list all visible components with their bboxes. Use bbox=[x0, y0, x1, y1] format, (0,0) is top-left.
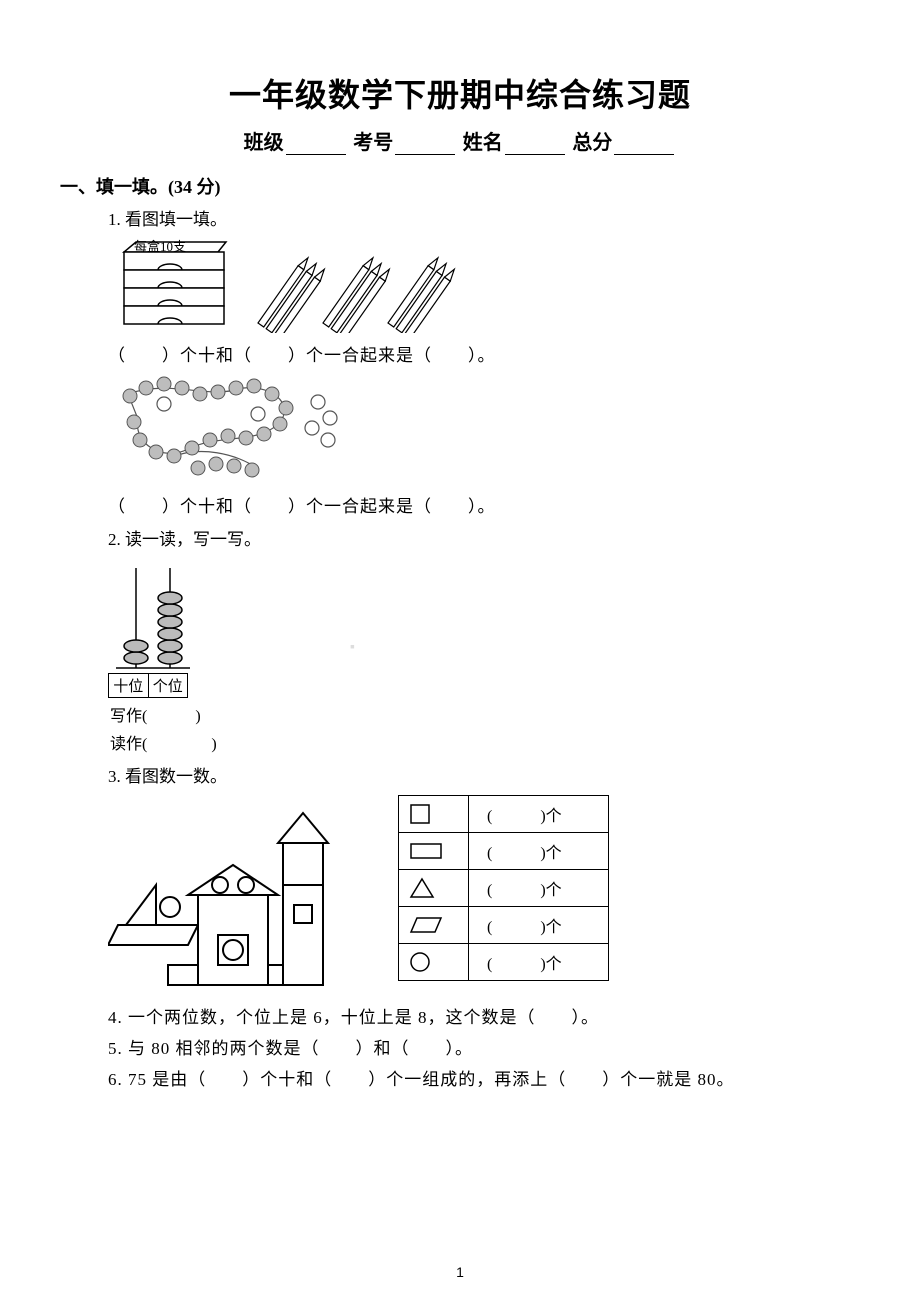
tens-label: 十位 bbox=[109, 674, 149, 697]
q1-figure-b bbox=[108, 374, 860, 484]
abacus-labels: 十位 个位 bbox=[108, 673, 188, 698]
info-line: 班级 考号 姓名 总分 bbox=[60, 126, 860, 155]
table-row: ( )个 bbox=[399, 833, 609, 870]
class-label: 班级 bbox=[244, 132, 284, 154]
boxes-pencils-icon: 每盒10支 bbox=[108, 238, 468, 333]
parallelogram-count: ( )个 bbox=[469, 907, 609, 944]
box-text: 每盒10支 bbox=[134, 239, 186, 254]
name-blank bbox=[505, 137, 565, 155]
page-number: 1 bbox=[0, 1264, 920, 1280]
q3-label: 3. 看图数一数。 bbox=[108, 762, 860, 787]
table-row: ( )个 bbox=[399, 907, 609, 944]
circle-count: ( )个 bbox=[469, 944, 609, 981]
circle-icon bbox=[399, 944, 469, 981]
table-row: ( )个 bbox=[399, 944, 609, 981]
q2-label: 2. 读一读，写一写。 bbox=[108, 525, 860, 550]
q2-figure: 十位 个位 写作( ) 读作( ) bbox=[108, 558, 860, 754]
page: 一年级数学下册期中综合练习题 班级 考号 姓名 总分 一、填一填。(34 分) … bbox=[0, 0, 920, 1302]
q5-text: 5. 与 80 相邻的两个数是（ ）和（ ）。 bbox=[108, 1034, 860, 1059]
name-label: 姓名 bbox=[463, 132, 503, 154]
q1-figure-a: 每盒10支 bbox=[108, 238, 860, 333]
abacus-icon bbox=[108, 558, 198, 673]
parallelogram-icon bbox=[399, 907, 469, 944]
write-label: 写作( ) bbox=[110, 702, 217, 726]
q1-fill-a: （ ）个十和（ ）个一合起来是（ ）。 bbox=[108, 341, 860, 366]
page-title: 一年级数学下册期中综合练习题 bbox=[60, 70, 860, 116]
q1-label: 1. 看图填一填。 bbox=[108, 205, 860, 230]
ones-label: 个位 bbox=[149, 674, 188, 697]
class-blank bbox=[286, 137, 346, 155]
q6-text: 6. 75 是由（ ）个十和（ ）个一组成的，再添上（ ）个一就是 80。 bbox=[108, 1065, 860, 1090]
q4-text: 4. 一个两位数，个位上是 6，十位上是 8，这个数是（ ）。 bbox=[108, 1003, 860, 1028]
shape-count-table: ( )个 ( )个 ( )个 ( )个 ( )个 bbox=[398, 795, 609, 981]
watermark-icon: ▪ bbox=[350, 640, 355, 656]
rect-count: ( )个 bbox=[469, 833, 609, 870]
shape-house-icon bbox=[108, 795, 368, 995]
table-row: ( )个 bbox=[399, 796, 609, 833]
beads-icon bbox=[108, 374, 368, 484]
rect-icon bbox=[399, 833, 469, 870]
triangle-icon bbox=[399, 870, 469, 907]
triangle-count: ( )个 bbox=[469, 870, 609, 907]
q3-figure: ( )个 ( )个 ( )个 ( )个 ( )个 bbox=[108, 795, 860, 995]
examno-label: 考号 bbox=[353, 132, 393, 154]
square-icon bbox=[399, 796, 469, 833]
table-row: ( )个 bbox=[399, 870, 609, 907]
score-label: 总分 bbox=[572, 132, 612, 154]
q1-fill-b: （ ）个十和（ ）个一合起来是（ ）。 bbox=[108, 492, 860, 517]
square-count: ( )个 bbox=[469, 796, 609, 833]
score-blank bbox=[614, 137, 674, 155]
examno-blank bbox=[395, 137, 455, 155]
section1-heading: 一、填一填。(34 分) bbox=[60, 173, 860, 199]
read-label: 读作( ) bbox=[110, 730, 217, 754]
